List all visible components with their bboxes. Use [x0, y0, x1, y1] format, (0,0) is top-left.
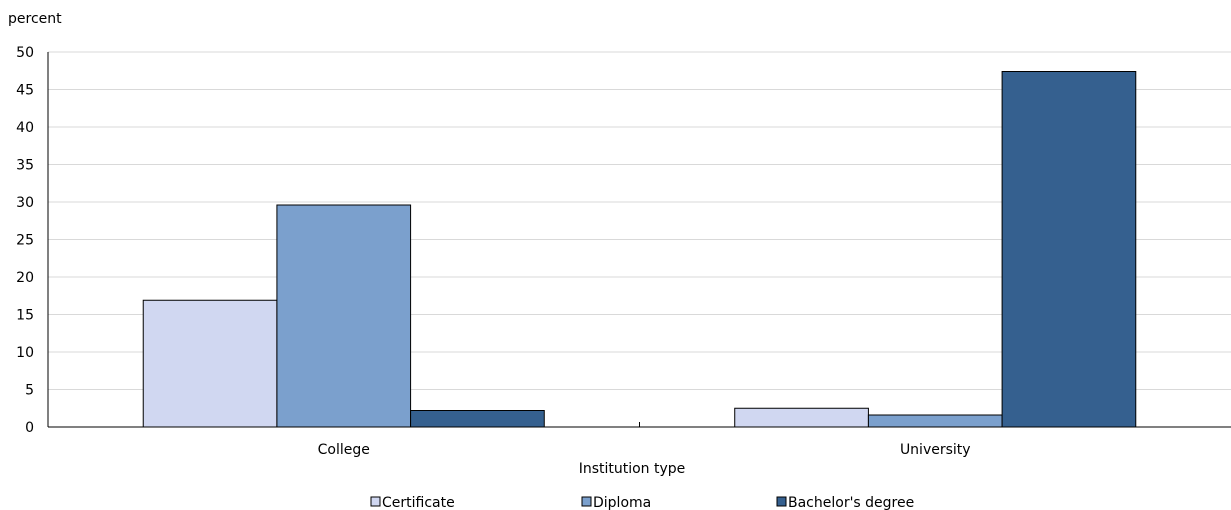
y-tick-label: 15: [16, 308, 34, 324]
bar: [1001, 71, 1137, 428]
bar: [734, 407, 869, 428]
y-tick-label: 40: [16, 120, 34, 136]
bars: [142, 71, 1137, 428]
legend: Certificate Diploma Bachelor's degree: [370, 495, 914, 510]
y-tick-label: 30: [16, 195, 34, 211]
x-axis-title: Institution type: [579, 461, 686, 477]
legend-label: Bachelor's degree: [788, 495, 914, 510]
y-tick-label: 20: [16, 270, 34, 286]
y-tick-label: 45: [16, 83, 34, 99]
y-axis-title: percent: [8, 11, 62, 27]
y-tick-label: 10: [16, 345, 34, 361]
legend-label: Diploma: [593, 495, 651, 510]
bar: [410, 410, 545, 428]
legend-label: Certificate: [382, 495, 455, 510]
axes: [47, 52, 1231, 428]
bar: [142, 299, 278, 428]
y-tick-label: 25: [16, 233, 34, 249]
y-tick-label: 35: [16, 158, 34, 174]
x-tick-label: College: [318, 442, 370, 458]
legend-swatch: [776, 496, 787, 507]
y-tick-label: 0: [25, 420, 34, 436]
bar: [867, 414, 1003, 428]
legend-swatch: [581, 496, 592, 507]
y-tick-label: 50: [16, 45, 34, 61]
legend-swatch: [370, 496, 381, 507]
x-tick-label: University: [900, 442, 971, 458]
x-axis-ticks: College University: [318, 442, 971, 458]
y-tick-label: 5: [25, 383, 34, 399]
bar: [276, 204, 412, 428]
y-axis-ticks: 0 5 10 15 20 25 30 35 40 45 50: [16, 45, 34, 436]
